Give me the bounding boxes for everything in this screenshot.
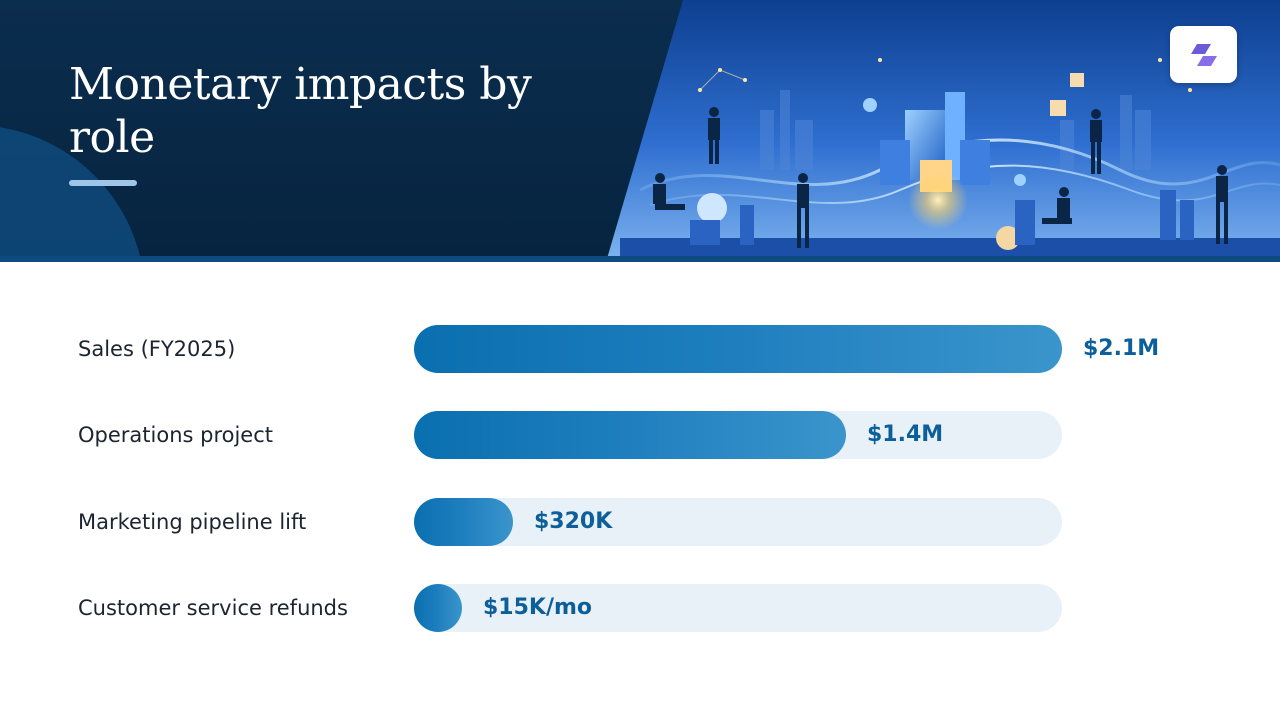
bar-track: [414, 411, 1062, 459]
category-label: Sales (FY2025): [78, 337, 236, 361]
bar: [414, 325, 1062, 373]
bar: [414, 498, 513, 546]
header-band: Monetary impacts by role: [0, 0, 1280, 262]
slanted-bars-logo-icon: [1190, 43, 1217, 66]
bar-track: [414, 325, 1062, 373]
value-label: $2.1M: [1083, 336, 1160, 361]
category-label: Marketing pipeline lift: [78, 510, 307, 534]
page-title: Monetary impacts by role: [69, 59, 532, 163]
bar-row: Marketing pipeline lift $320K: [0, 498, 1280, 546]
bar-track: [414, 498, 1062, 546]
bar: [414, 411, 846, 459]
value-label: $1.4M: [867, 422, 944, 447]
bar: [414, 584, 462, 632]
category-label: Operations project: [78, 423, 274, 447]
bar-row: Sales (FY2025) $2.1M: [0, 325, 1280, 373]
title-underline: [69, 180, 137, 186]
bar-row: Operations project $1.4M: [0, 411, 1280, 459]
value-label: $15K/mo: [483, 595, 593, 620]
bar-row: Customer service refunds $15K/mo: [0, 584, 1280, 632]
bar-chart: Sales (FY2025) $2.1M Operations project $1.…: [0, 262, 1280, 720]
category-label: Customer service refunds: [78, 596, 348, 620]
value-label: $320K: [534, 509, 613, 534]
app-logo[interactable]: [1170, 26, 1237, 83]
header-divider: [0, 256, 1280, 262]
bar-track: [414, 584, 1062, 632]
business-illustration: [606, 0, 1280, 262]
